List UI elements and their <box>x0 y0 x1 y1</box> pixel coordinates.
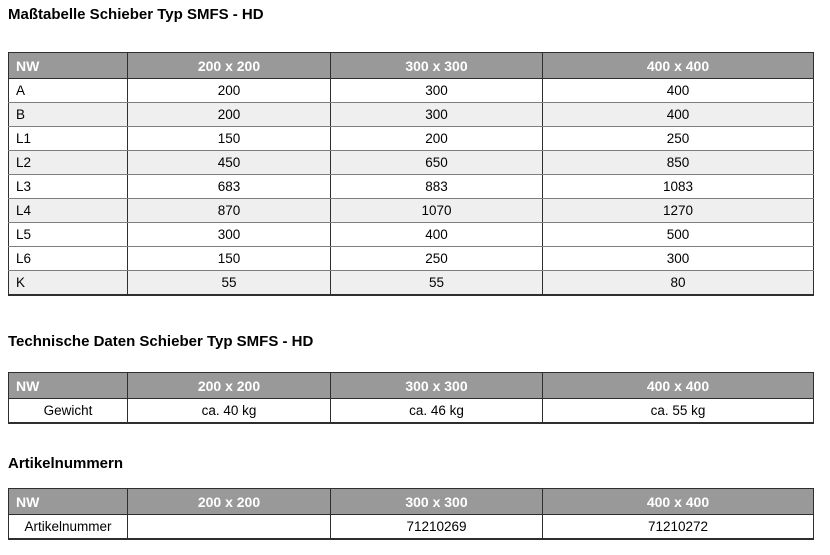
table-row-a: A 200 300 400 <box>8 78 814 103</box>
column-header-200x200: 200 x 200 <box>127 488 331 515</box>
column-header-200x200: 200 x 200 <box>127 372 331 399</box>
row-label: Artikelnummer <box>8 514 128 540</box>
value-cell: 500 <box>542 222 814 247</box>
column-header-300x300: 300 x 300 <box>330 488 543 515</box>
row-label: L3 <box>8 174 128 199</box>
value-cell: 1270 <box>542 198 814 223</box>
value-cell: ca. 40 kg <box>127 398 331 424</box>
column-header-nw: NW <box>8 488 128 515</box>
column-header-200x200: 200 x 200 <box>127 52 331 79</box>
table-row-artikelnummer: Artikelnummer 71210269 71210272 <box>8 514 814 540</box>
section-title-masstabelle: Maßtabelle Schieber Typ SMFS - HD <box>8 6 264 23</box>
value-cell: 300 <box>127 222 331 247</box>
value-cell: 1070 <box>330 198 543 223</box>
column-header-400x400: 400 x 400 <box>542 52 814 79</box>
dimensions-table: NW 200 x 200 300 x 300 400 x 400 A 200 3… <box>8 52 814 296</box>
value-cell: 200 <box>127 102 331 127</box>
table-header-row: NW 200 x 200 300 x 300 400 x 400 <box>8 372 814 399</box>
value-cell: 250 <box>542 126 814 151</box>
table-row-b: B 200 300 400 <box>8 102 814 127</box>
value-cell: 1083 <box>542 174 814 199</box>
section-title-artikelnummern: Artikelnummern <box>8 455 124 472</box>
value-cell: 55 <box>127 270 331 296</box>
table-header-row: NW 200 x 200 300 x 300 400 x 400 <box>8 488 814 515</box>
column-header-400x400: 400 x 400 <box>542 488 814 515</box>
value-cell: 850 <box>542 150 814 175</box>
value-cell: 400 <box>542 78 814 103</box>
value-cell: 71210269 <box>330 514 543 540</box>
row-label: L5 <box>8 222 128 247</box>
table-row-l2: L2 450 650 850 <box>8 150 814 175</box>
value-cell: 250 <box>330 246 543 271</box>
value-cell: 883 <box>330 174 543 199</box>
value-cell: 55 <box>330 270 543 296</box>
table-row-l5: L5 300 400 500 <box>8 222 814 247</box>
article-numbers-table: NW 200 x 200 300 x 300 400 x 400 Artikel… <box>8 488 814 540</box>
value-cell: ca. 46 kg <box>330 398 543 424</box>
row-label: L6 <box>8 246 128 271</box>
row-label: A <box>8 78 128 103</box>
column-header-300x300: 300 x 300 <box>330 52 543 79</box>
column-header-nw: NW <box>8 372 128 399</box>
value-cell: 300 <box>330 78 543 103</box>
row-label: L4 <box>8 198 128 223</box>
column-header-nw: NW <box>8 52 128 79</box>
column-header-400x400: 400 x 400 <box>542 372 814 399</box>
row-label: K <box>8 270 128 296</box>
value-cell: 683 <box>127 174 331 199</box>
section-title-technische-daten: Technische Daten Schieber Typ SMFS - HD <box>8 333 314 350</box>
value-cell: 150 <box>127 126 331 151</box>
value-cell: 450 <box>127 150 331 175</box>
value-cell: 650 <box>330 150 543 175</box>
table-row-l1: L1 150 200 250 <box>8 126 814 151</box>
technical-data-table: NW 200 x 200 300 x 300 400 x 400 Gewicht… <box>8 372 814 424</box>
table-row-l4: L4 870 1070 1270 <box>8 198 814 223</box>
table-header-row: NW 200 x 200 300 x 300 400 x 400 <box>8 52 814 79</box>
table-row-gewicht: Gewicht ca. 40 kg ca. 46 kg ca. 55 kg <box>8 398 814 424</box>
value-cell: 400 <box>330 222 543 247</box>
row-label: L1 <box>8 126 128 151</box>
value-cell: 200 <box>127 78 331 103</box>
table-row-l3: L3 683 883 1083 <box>8 174 814 199</box>
value-cell: 300 <box>542 246 814 271</box>
row-label: Gewicht <box>8 398 128 424</box>
value-cell-empty <box>127 514 331 540</box>
value-cell: ca. 55 kg <box>542 398 814 424</box>
value-cell: 870 <box>127 198 331 223</box>
value-cell: 80 <box>542 270 814 296</box>
row-label: L2 <box>8 150 128 175</box>
value-cell: 400 <box>542 102 814 127</box>
table-row-k: K 55 55 80 <box>8 270 814 296</box>
column-header-300x300: 300 x 300 <box>330 372 543 399</box>
value-cell: 300 <box>330 102 543 127</box>
row-label: B <box>8 102 128 127</box>
value-cell: 150 <box>127 246 331 271</box>
value-cell: 200 <box>330 126 543 151</box>
value-cell: 71210272 <box>542 514 814 540</box>
table-row-l6: L6 150 250 300 <box>8 246 814 271</box>
